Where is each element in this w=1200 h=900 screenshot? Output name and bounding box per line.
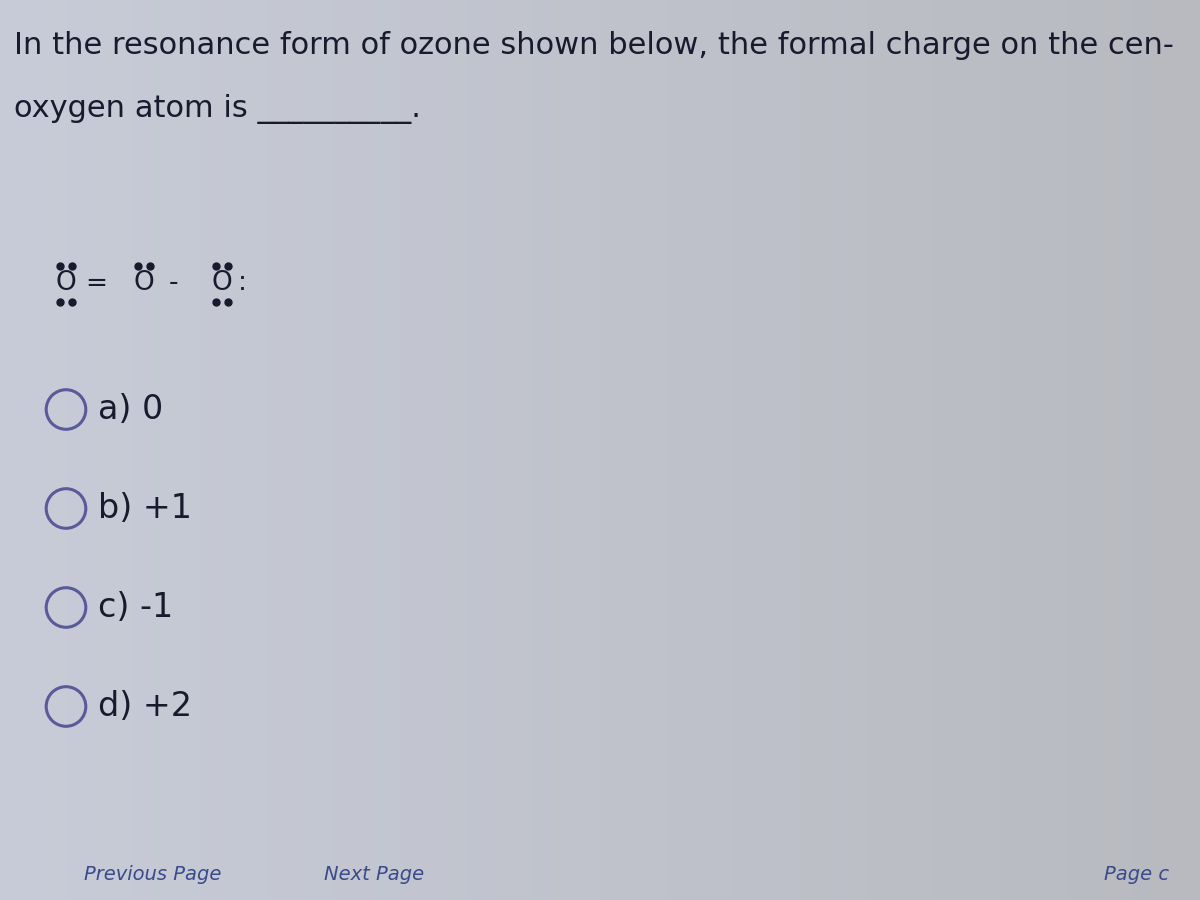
Text: -: -	[169, 271, 179, 296]
Text: Next Page: Next Page	[324, 865, 424, 885]
Text: In the resonance form of ozone shown below, the formal charge on the cen-: In the resonance form of ozone shown bel…	[14, 32, 1175, 60]
Text: =: =	[85, 271, 107, 296]
Text: O: O	[55, 271, 77, 296]
Text: b) +1: b) +1	[98, 492, 192, 525]
Text: oxygen atom is __________.: oxygen atom is __________.	[14, 94, 421, 124]
Text: a) 0: a) 0	[98, 393, 163, 426]
Text: Previous Page: Previous Page	[84, 865, 221, 885]
Text: :: :	[238, 271, 247, 296]
Text: c) -1: c) -1	[98, 591, 173, 624]
Text: Page c: Page c	[1104, 865, 1169, 885]
Text: O: O	[211, 271, 233, 296]
Text: O: O	[133, 271, 155, 296]
Text: d) +2: d) +2	[98, 690, 192, 723]
